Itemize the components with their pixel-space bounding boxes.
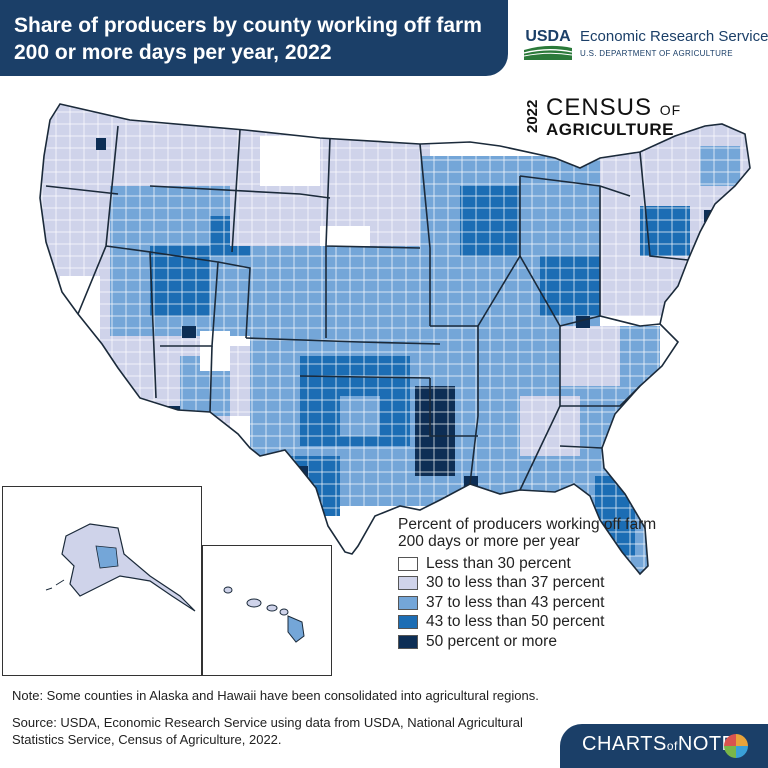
- census-of-agriculture-logo: 2022 CENSUS OF AGRICULTURE: [524, 94, 680, 144]
- alaska-inset: [2, 486, 202, 676]
- header: Share of producers by county working off…: [0, 0, 768, 76]
- brand-of: of: [666, 739, 678, 753]
- legend-swatch: [398, 576, 418, 591]
- census-word: CENSUS OF: [546, 94, 681, 122]
- legend-swatch: [398, 615, 418, 630]
- title-line-1: Share of producers by county working off…: [14, 14, 482, 37]
- charts-of-note-brand: CHARTSofNOTE: [560, 724, 768, 768]
- department-name: U.S. DEPARTMENT OF AGRICULTURE: [580, 49, 733, 58]
- chart-title: Share of producers by county working off…: [14, 12, 494, 66]
- hawaii-inset: [202, 545, 332, 676]
- usda-logo-text: USDA: [525, 28, 571, 45]
- legend-label: Less than 30 percent: [426, 554, 571, 572]
- legend-item: Less than 30 percent: [398, 554, 658, 574]
- legend-swatch: [398, 556, 418, 571]
- brand-charts: CHARTS: [582, 733, 667, 755]
- usda-logo-icon: USDA: [523, 28, 573, 60]
- census-of-text: OF: [659, 102, 682, 118]
- title-line-2: 200 or more days per year, 2022: [14, 41, 332, 64]
- legend-swatch: [398, 595, 418, 610]
- legend-item: 43 to less than 50 percent: [398, 613, 658, 633]
- legend-label: 30 to less than 37 percent: [426, 574, 605, 592]
- footnote: Note: Some counties in Alaska and Hawaii…: [12, 688, 539, 703]
- legend-item: 30 to less than 37 percent: [398, 574, 658, 594]
- title-panel: Share of producers by county working off…: [0, 0, 508, 76]
- brand-note: NOTE: [677, 733, 736, 755]
- legend-item: 50 percent or more: [398, 632, 658, 652]
- legend-title: Percent of producers working off farm 20…: [398, 516, 657, 550]
- brand-text: CHARTSofNOTE: [582, 733, 735, 756]
- legend-label: 43 to less than 50 percent: [426, 613, 605, 631]
- legend-items: Less than 30 percent 30 to less than 37 p…: [398, 554, 658, 652]
- legend: Percent of producers working off farm 20…: [398, 516, 658, 652]
- source-text: Source: USDA, Economic Research Service …: [12, 715, 523, 747]
- legend-item: 37 to less than 43 percent: [398, 593, 658, 613]
- footer: Note: Some counties in Alaska and Hawaii…: [0, 686, 768, 768]
- state-borders: [39, 103, 751, 576]
- legend-label: 50 percent or more: [426, 632, 557, 650]
- census-word-text: CENSUS: [546, 94, 653, 121]
- color-wheel-icon: [724, 734, 748, 758]
- legend-label: 37 to less than 43 percent: [426, 593, 605, 611]
- agency-name: Economic Research Service: [580, 28, 768, 45]
- census-subject: AGRICULTURE: [546, 120, 674, 139]
- census-year: 2022: [524, 99, 541, 133]
- legend-swatch: [398, 634, 418, 649]
